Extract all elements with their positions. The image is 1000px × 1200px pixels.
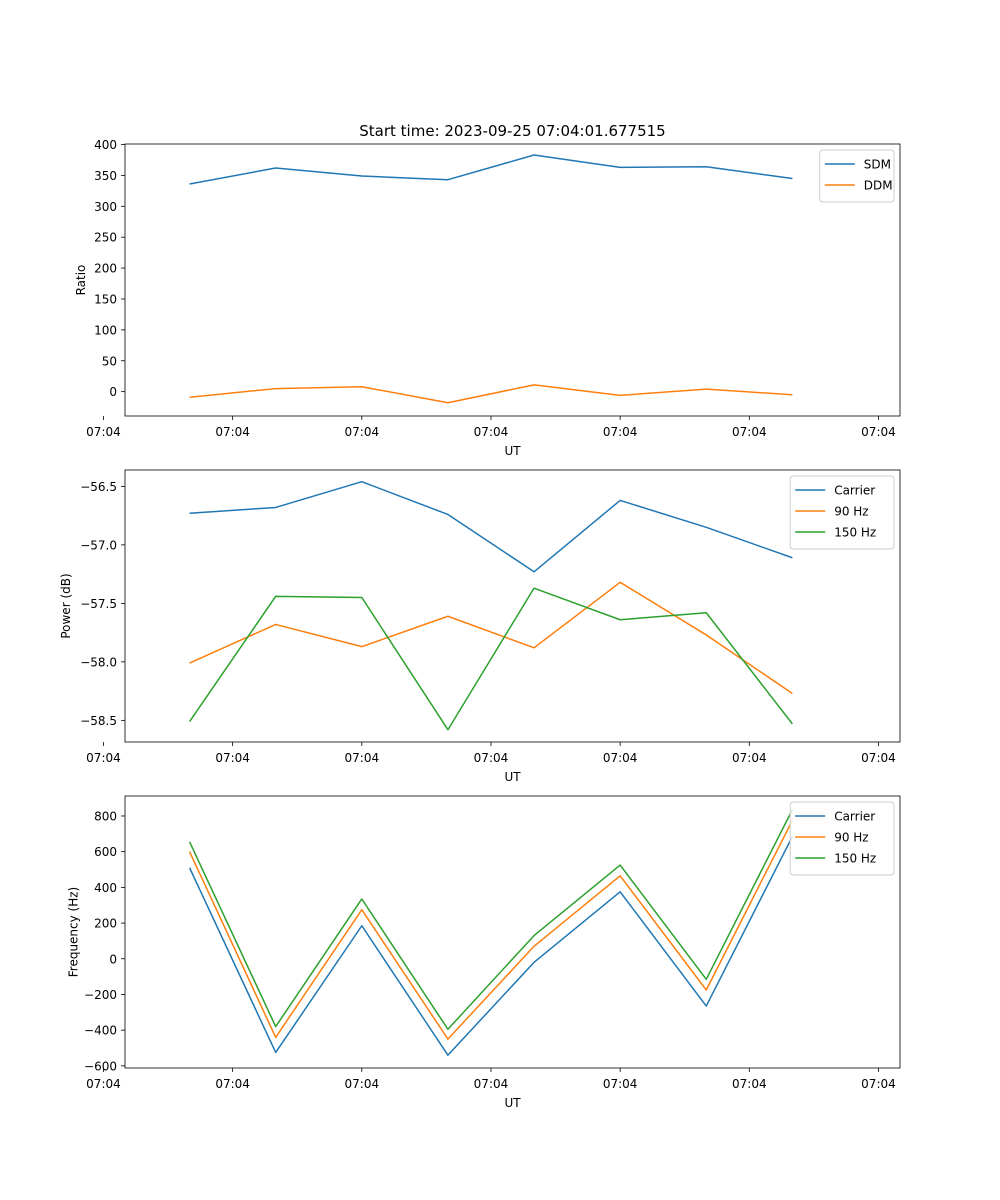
series-line-carrier [188, 836, 794, 1056]
legend: Carrier 90 Hz 150 Hz [789, 801, 895, 876]
series-line-150-hz [188, 809, 794, 1031]
y-tick-label: −58.0 [80, 655, 117, 669]
x-tick-label: 07:04 [345, 1077, 380, 1091]
legend-label: 150 Hz [834, 852, 876, 866]
legend-label: 90 Hz [834, 831, 868, 845]
axes-frame [124, 795, 901, 1069]
legend-label: DDM [864, 179, 893, 193]
x-tick-label: 07:04 [215, 425, 250, 439]
legend-label: Carrier [834, 484, 875, 498]
legend-box [789, 801, 895, 876]
figure-title: Start time: 2023-09-25 07:04:01.677515 [359, 122, 665, 140]
y-tick-label: −57.0 [80, 538, 117, 552]
y-tick-label: 50 [102, 354, 117, 368]
series-line-ddm [189, 384, 793, 404]
y-tick-label: −600 [84, 1059, 117, 1073]
series-line-sdm [189, 154, 793, 185]
y-tick-label: 0 [109, 952, 117, 966]
x-tick-label: 07:04 [474, 751, 509, 765]
y-tick-label: 400 [94, 881, 117, 895]
legend-box [819, 149, 895, 203]
y-tick-label: 350 [94, 169, 117, 183]
x-tick-label: 07:04 [86, 1077, 121, 1091]
legend: SDM DDM [819, 149, 895, 203]
subplot-2: 07:04 07:04 07:04 07:04 07:04 07:04 07:04 UT −58… [59, 469, 901, 784]
x-tick-label: 07:04 [732, 425, 767, 439]
y-tick-label: 300 [94, 200, 117, 214]
y-tick-label: 100 [94, 323, 117, 337]
y-axis-label: Power (dB) [59, 573, 73, 638]
y-tick-label: 0 [109, 385, 117, 399]
legend-label: Carrier [834, 810, 875, 824]
legend-label: 150 Hz [834, 526, 876, 540]
series-line-carrier [189, 480, 793, 573]
x-tick-label: 07:04 [861, 425, 896, 439]
y-tick-label: −400 [84, 1024, 117, 1038]
x-axis-label: UT [504, 770, 521, 784]
y-tick-label: 400 [94, 138, 117, 152]
legend: Carrier 90 Hz 150 Hz [789, 475, 895, 550]
x-tick-label: 07:04 [861, 751, 896, 765]
y-tick-label: 800 [94, 809, 117, 823]
y-tick-label: −56.5 [80, 480, 117, 494]
y-axis-label: Ratio [74, 265, 88, 296]
y-tick-label: −200 [84, 988, 117, 1002]
legend-label: SDM [864, 158, 891, 172]
series-line-150-hz [188, 587, 793, 731]
x-tick-label: 07:04 [215, 751, 250, 765]
y-tick-label: 600 [94, 845, 117, 859]
series-line-90-hz [188, 820, 794, 1040]
y-tick-label: −58.5 [80, 714, 117, 728]
x-tick-label: 07:04 [86, 425, 121, 439]
x-tick-label: 07:04 [861, 1077, 896, 1091]
x-axis-label: UT [504, 1096, 521, 1110]
x-tick-label: 07:04 [345, 751, 380, 765]
legend-box [789, 475, 895, 550]
x-tick-label: 07:04 [603, 751, 638, 765]
y-tick-label: 150 [94, 292, 117, 306]
x-tick-label: 07:04 [345, 425, 380, 439]
y-axis-label: Frequency (Hz) [66, 887, 80, 978]
subplot-3: 07:04 07:04 07:04 07:04 07:04 07:04 07:04 UT −60… [66, 795, 901, 1110]
subplots: 07:04 07:04 07:04 07:04 07:04 07:04 07:04 UT 0 50… [59, 138, 901, 1110]
series-line-90-hz [189, 581, 793, 695]
x-tick-label: 07:04 [732, 1077, 767, 1091]
subplot-1: 07:04 07:04 07:04 07:04 07:04 07:04 07:04 UT 0 50… [74, 138, 901, 458]
x-tick-label: 07:04 [603, 425, 638, 439]
legend-label: 90 Hz [834, 505, 868, 519]
x-tick-label: 07:04 [86, 751, 121, 765]
y-tick-label: 250 [94, 231, 117, 245]
x-tick-label: 07:04 [215, 1077, 250, 1091]
x-tick-label: 07:04 [474, 1077, 509, 1091]
axes-frame [124, 469, 901, 743]
y-tick-label: 200 [94, 262, 117, 276]
y-tick-label: 200 [94, 917, 117, 931]
y-tick-label: −57.5 [80, 597, 117, 611]
axes-frame [124, 143, 901, 417]
x-tick-label: 07:04 [732, 751, 767, 765]
x-tick-label: 07:04 [603, 1077, 638, 1091]
x-axis-label: UT [504, 444, 521, 458]
x-tick-label: 07:04 [474, 425, 509, 439]
